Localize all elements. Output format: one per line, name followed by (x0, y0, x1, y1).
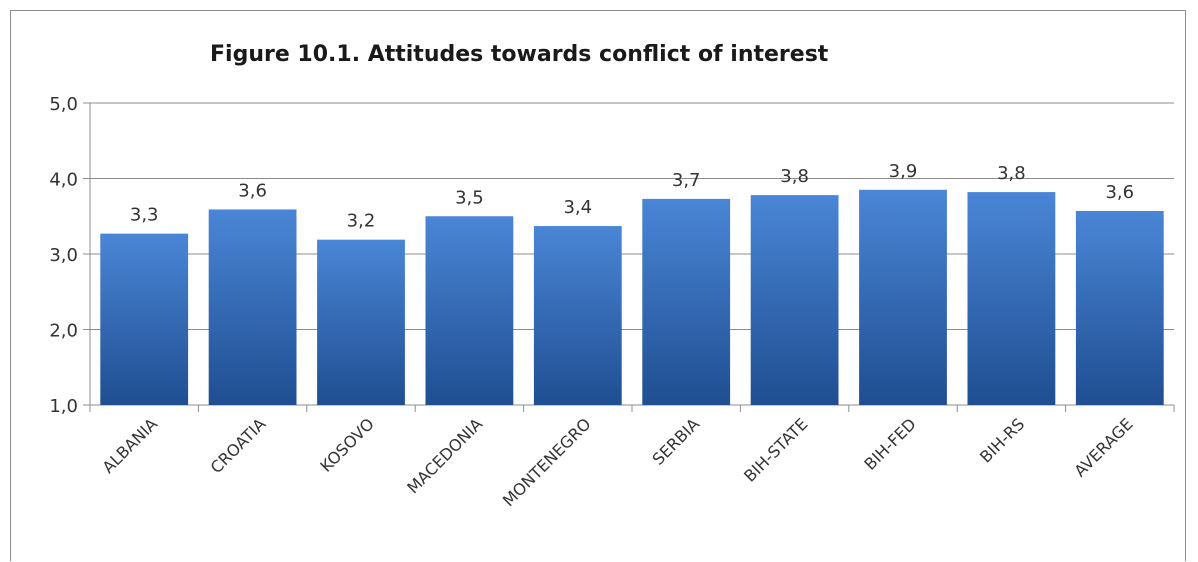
bar (750, 195, 839, 405)
y-tick-label: 2,0 (49, 321, 78, 342)
data-label: 3,6 (1105, 182, 1134, 203)
y-tick-label: 1,0 (49, 396, 78, 417)
category-label: KOSOVO (316, 414, 377, 475)
y-tick-label: 5,0 (49, 94, 78, 115)
category-label: ALBANIA (99, 414, 162, 477)
category-label: SERBIA (649, 414, 704, 469)
category-label: BIH-RS (976, 414, 1028, 466)
category-label: BIH-FED (860, 414, 919, 473)
data-label: 3,3 (130, 205, 159, 226)
data-label: 3,5 (455, 187, 484, 208)
data-label: 3,8 (780, 166, 809, 187)
data-label: 3,7 (672, 170, 701, 191)
data-label: 3,4 (563, 197, 592, 218)
y-tick-label: 3,0 (49, 245, 78, 266)
data-label: 3,6 (238, 180, 267, 201)
data-labels: 3,3 3,6 3,2 3,5 3,4 3,7 3,8 3,9 3,8 3,6 (130, 161, 1134, 232)
bar (642, 198, 731, 405)
data-label: 3,8 (997, 163, 1026, 184)
bar (967, 192, 1056, 405)
category-label: AVERAGE (1070, 414, 1136, 480)
category-label: CROATIA (207, 414, 270, 477)
bar (208, 209, 297, 405)
data-label: 3,9 (889, 161, 918, 182)
bar (317, 239, 405, 405)
chart-title: Figure 10.1. Attitudes towards conflict … (210, 42, 829, 67)
y-tick-label: 4,0 (49, 170, 78, 191)
category-label: BIH-STATE (740, 414, 811, 485)
data-label: 3,2 (347, 211, 376, 232)
bars (100, 189, 1164, 405)
bar (533, 226, 622, 405)
category-label: MONTENEGRO (499, 414, 595, 510)
bar (100, 233, 189, 405)
category-labels: ALBANIA CROATIA KOSOVO MACEDONIA MONTENEGRO S… (99, 414, 1137, 510)
bar (859, 189, 947, 405)
bar (1075, 210, 1164, 405)
category-label: MACEDONIA (403, 414, 486, 497)
bar (425, 216, 514, 405)
